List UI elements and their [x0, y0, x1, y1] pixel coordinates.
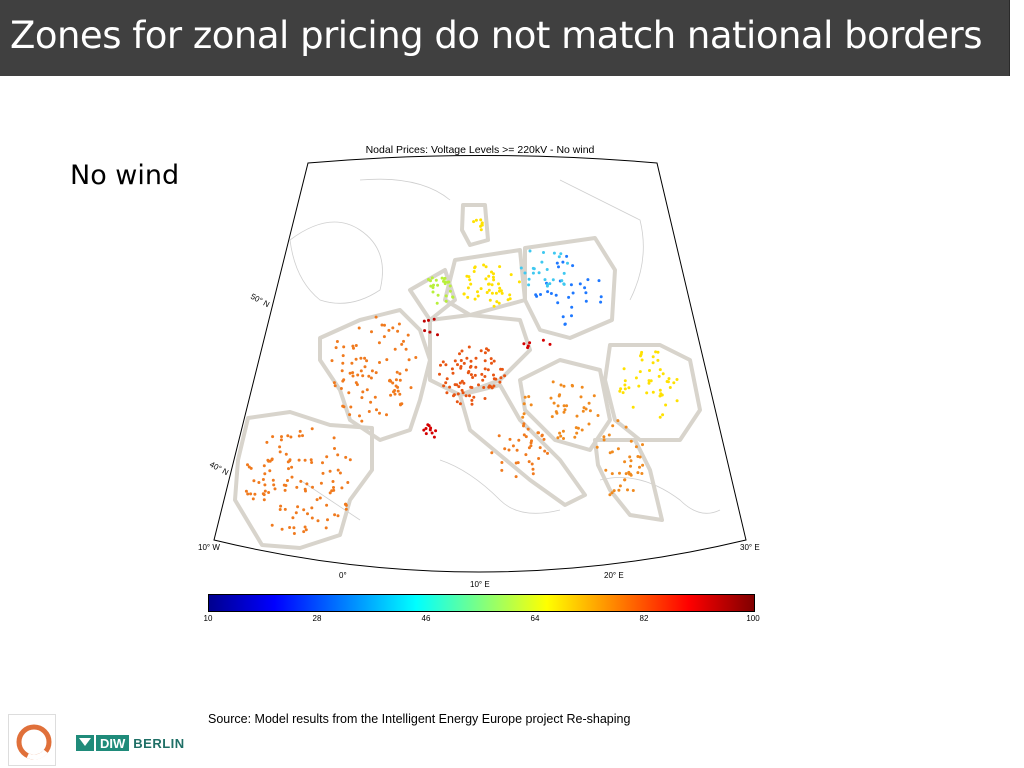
colorbar-tick: 82: [639, 614, 649, 623]
berlin-text: BERLIN: [133, 735, 185, 751]
nodal-price-points: [244, 218, 679, 535]
lon-label-0: 0°: [339, 571, 347, 580]
colorbar-tick: 46: [421, 614, 431, 623]
zone-france: [318, 308, 432, 442]
scenario-label: No wind: [70, 160, 180, 191]
diw-mark-icon: [76, 735, 94, 751]
slide-title: Zones for zonal pricing do not match nat…: [10, 14, 983, 57]
zone-germany-north: [443, 248, 527, 317]
colorbar-tick: 10: [203, 614, 213, 623]
lat-label-40n: 40° N: [208, 460, 230, 477]
map-frame: [213, 155, 747, 573]
source-note: Source: Model results from the Intellige…: [208, 712, 631, 726]
diw-text: DIW: [96, 735, 130, 751]
zone-outlines: [233, 203, 702, 550]
zone-italy: [458, 383, 587, 507]
colorbar-tick: 28: [312, 614, 322, 623]
colorbar-tick: 64: [530, 614, 540, 623]
institution-logo-icon: [8, 714, 56, 766]
lon-label-20e: 20° E: [604, 571, 624, 580]
price-colorbar: [208, 594, 755, 612]
lon-label-10w: 10° W: [198, 543, 220, 552]
diw-berlin-logo: DIW BERLIN: [76, 734, 185, 752]
zone-balkans-west: [518, 358, 612, 452]
zone-germany-south: [428, 313, 532, 397]
title-bar: Zones for zonal pricing do not match nat…: [0, 0, 1010, 76]
lon-label-10e: 10° E: [470, 580, 490, 589]
zone-greece: [593, 438, 664, 522]
lat-label-50n: 50° N: [249, 292, 271, 309]
colorbar-tick: 100: [746, 614, 760, 623]
zone-romania: [603, 343, 702, 442]
coastlines: [289, 178, 721, 521]
zone-iberia: [233, 410, 374, 550]
zone-uk: [460, 203, 490, 247]
map-title: Nodal Prices: Voltage Levels >= 220kV - …: [365, 144, 595, 156]
zone-benelux: [408, 268, 457, 322]
zone-poland: [523, 236, 617, 340]
lon-label-30e: 30° E: [740, 543, 760, 552]
